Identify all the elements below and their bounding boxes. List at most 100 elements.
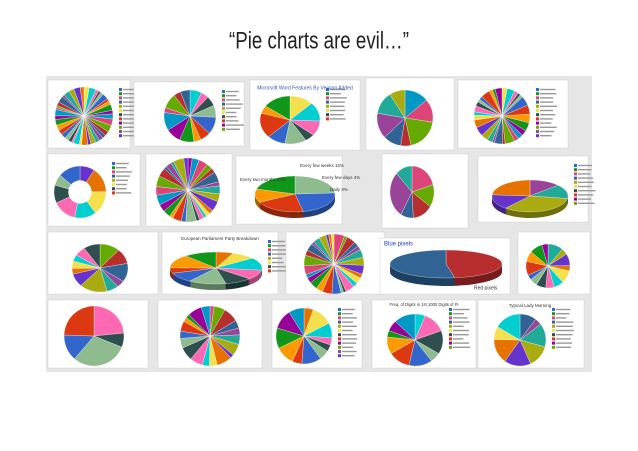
legend-text <box>330 114 344 116</box>
pie-slice <box>389 249 455 279</box>
legend-swatch <box>338 329 341 332</box>
legend-text <box>226 95 237 97</box>
pie-slice <box>93 305 125 337</box>
legend-swatch <box>574 185 577 188</box>
legend-text <box>453 321 470 323</box>
legend-text <box>540 88 556 91</box>
legend-swatch <box>119 125 122 129</box>
pie-slice <box>491 179 531 197</box>
legend-text <box>272 240 285 243</box>
legend-text <box>453 338 464 340</box>
legend-swatch <box>268 252 271 256</box>
legend-swatch <box>552 337 555 341</box>
legend-swatch <box>338 312 341 316</box>
legend-swatch <box>119 109 122 112</box>
legend-swatch <box>112 166 115 170</box>
legend-swatch <box>112 187 115 191</box>
legend-swatch <box>338 350 341 353</box>
legend-swatch <box>119 113 122 117</box>
legend-swatch <box>326 92 329 96</box>
legend-text <box>556 338 571 340</box>
legend-text <box>556 317 567 319</box>
legend-text <box>578 181 594 183</box>
legend-swatch <box>112 191 115 195</box>
legend-text <box>540 122 552 124</box>
legend-swatch <box>552 324 555 328</box>
legend-text <box>342 355 355 357</box>
thumbnail-caption: Every few weeks 15% <box>300 163 344 168</box>
legend-swatch <box>119 121 122 125</box>
legend-swatch <box>222 90 225 93</box>
legend-swatch <box>268 244 271 248</box>
legend-swatch <box>449 341 452 345</box>
legend-text <box>453 334 469 336</box>
legend-text <box>453 342 470 344</box>
thumbnail-caption: Red pixels <box>474 285 498 291</box>
legend-text <box>116 192 132 194</box>
thumbnail-caption: Freq. of Digits in 1st 1000 Digits of Pi <box>390 302 459 307</box>
pie-slice <box>288 307 305 337</box>
legend-text <box>123 126 139 128</box>
legend-text <box>556 325 573 327</box>
legend-text <box>123 101 136 103</box>
legend-swatch <box>574 168 577 172</box>
legend-text <box>556 334 573 336</box>
legend-swatch <box>536 113 539 117</box>
legend-swatch <box>552 308 555 311</box>
legend-text <box>123 88 140 91</box>
legend-text <box>556 321 574 323</box>
legend-text <box>342 308 356 311</box>
legend-swatch <box>536 130 539 133</box>
pie-slice <box>445 249 503 278</box>
legend-text <box>342 325 357 327</box>
legend-swatch <box>536 109 539 112</box>
pie-slice <box>494 87 503 117</box>
legend-swatch <box>449 312 452 316</box>
legend-text <box>123 130 136 133</box>
legend-text <box>453 317 468 319</box>
legend-text <box>330 109 346 112</box>
legend-text <box>272 261 284 264</box>
legend-swatch <box>222 94 225 98</box>
pie-slice <box>294 192 336 212</box>
legend-swatch <box>552 320 555 324</box>
legend-text <box>342 334 357 336</box>
legend-swatch <box>326 88 329 91</box>
legend-swatch <box>112 178 115 182</box>
legend-text <box>123 122 137 124</box>
legend-swatch <box>119 117 122 121</box>
legend-text <box>116 179 129 181</box>
legend-text <box>226 90 239 93</box>
legend-swatch <box>338 320 341 324</box>
legend-swatch <box>338 341 341 345</box>
pie-slice <box>265 95 291 121</box>
legend-text <box>226 128 240 130</box>
slide-title: “Pie charts are evil…” <box>229 27 409 54</box>
legend-swatch <box>574 201 577 205</box>
legend-text <box>116 188 127 190</box>
legend-text <box>342 317 357 319</box>
legend-text <box>116 162 129 165</box>
legend-text <box>578 202 595 204</box>
thumbnail-caption: European Parliament Party Breakdown <box>181 236 259 241</box>
pie-slice <box>389 173 413 215</box>
legend-swatch <box>536 88 539 91</box>
legend-text <box>453 346 471 348</box>
pie-slice <box>79 86 85 117</box>
pie-slice <box>180 89 191 117</box>
legend-swatch <box>326 104 329 108</box>
thumbnail-caption: Blue pixels <box>384 242 413 248</box>
pie-slice <box>74 335 123 367</box>
legend-text <box>330 93 341 95</box>
legend-text <box>578 177 594 179</box>
legend-text <box>272 266 290 268</box>
legend-text <box>556 329 574 332</box>
legend-text <box>272 249 287 251</box>
legend-swatch <box>338 345 341 349</box>
legend-text <box>116 183 127 186</box>
legend-swatch <box>574 197 577 201</box>
legend-text <box>578 194 594 196</box>
legend-text <box>540 114 556 116</box>
thumbnail-caption: Typical Lady Morning <box>509 303 552 308</box>
legend-swatch <box>338 324 341 328</box>
